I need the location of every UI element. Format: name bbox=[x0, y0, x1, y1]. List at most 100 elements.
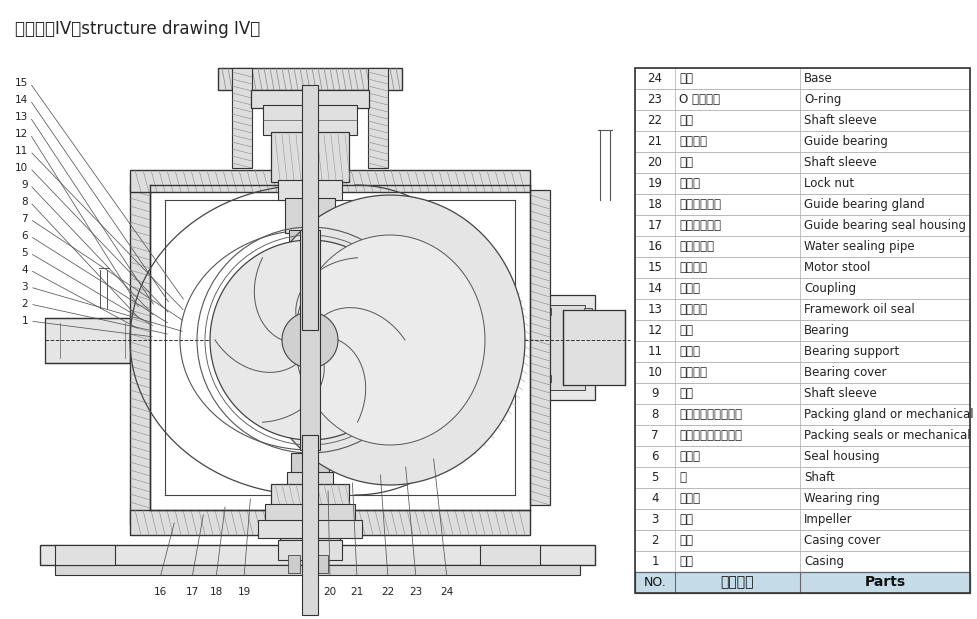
Polygon shape bbox=[255, 195, 525, 485]
Text: O-ring: O-ring bbox=[804, 93, 841, 106]
Bar bbox=[280, 518, 340, 543]
Text: Coupling: Coupling bbox=[804, 282, 856, 295]
Bar bbox=[130, 170, 530, 192]
Text: 3: 3 bbox=[21, 282, 28, 292]
Bar bbox=[40, 545, 595, 565]
Text: O 型密封圈: O 型密封圈 bbox=[679, 93, 720, 106]
Text: 导轴承密封体: 导轴承密封体 bbox=[679, 219, 721, 232]
Bar bbox=[635, 362, 970, 383]
Bar bbox=[635, 236, 970, 257]
Text: 圆螺母: 圆螺母 bbox=[679, 177, 700, 190]
Bar bbox=[368, 68, 388, 168]
Text: 零件名称: 零件名称 bbox=[721, 576, 754, 589]
Polygon shape bbox=[282, 312, 338, 368]
Bar bbox=[271, 484, 349, 506]
Bar bbox=[635, 68, 970, 89]
Text: 叶轮: 叶轮 bbox=[679, 513, 693, 526]
Bar bbox=[285, 198, 335, 233]
Bar bbox=[635, 530, 970, 551]
Text: 机械密封或填料密封: 机械密封或填料密封 bbox=[679, 429, 742, 442]
Bar bbox=[635, 383, 970, 404]
Text: NO.: NO. bbox=[644, 576, 666, 589]
Text: 20: 20 bbox=[648, 156, 662, 169]
Text: 21: 21 bbox=[351, 587, 363, 597]
Polygon shape bbox=[295, 235, 485, 445]
Text: Bearing cover: Bearing cover bbox=[804, 366, 886, 379]
Bar bbox=[543, 308, 551, 315]
Text: 轴套: 轴套 bbox=[679, 156, 693, 169]
Bar bbox=[540, 295, 595, 400]
Text: 16: 16 bbox=[648, 240, 662, 253]
Text: 轴承压盖: 轴承压盖 bbox=[679, 366, 707, 379]
Text: Casing: Casing bbox=[804, 555, 844, 568]
Bar bbox=[635, 131, 970, 152]
Text: 15: 15 bbox=[648, 261, 662, 274]
Text: Base: Base bbox=[804, 72, 832, 85]
Text: 2: 2 bbox=[652, 534, 658, 547]
Text: 1: 1 bbox=[21, 316, 28, 326]
Text: Impeller: Impeller bbox=[804, 513, 853, 526]
Text: 轴: 轴 bbox=[679, 471, 686, 484]
Text: 23: 23 bbox=[648, 93, 662, 106]
Text: 24: 24 bbox=[441, 587, 453, 597]
Text: 泵体: 泵体 bbox=[679, 555, 693, 568]
Bar bbox=[635, 341, 970, 362]
Bar bbox=[635, 152, 970, 173]
Text: 6: 6 bbox=[652, 450, 658, 463]
Bar bbox=[635, 215, 970, 236]
Bar bbox=[635, 89, 970, 110]
Bar bbox=[302, 85, 318, 330]
Polygon shape bbox=[210, 240, 410, 440]
Text: 电机支座: 电机支座 bbox=[679, 261, 707, 274]
Bar bbox=[530, 190, 550, 505]
Text: 10: 10 bbox=[15, 163, 28, 173]
Bar bbox=[278, 180, 342, 200]
Text: 底座: 底座 bbox=[679, 72, 693, 85]
Text: 22: 22 bbox=[381, 587, 395, 597]
Text: 轴承: 轴承 bbox=[679, 324, 693, 337]
Text: 12: 12 bbox=[15, 129, 28, 139]
Text: 密封体: 密封体 bbox=[679, 450, 700, 463]
Bar bbox=[287, 472, 333, 502]
Bar bbox=[55, 545, 115, 565]
Bar bbox=[635, 509, 970, 530]
Bar bbox=[288, 555, 300, 573]
Text: 3: 3 bbox=[652, 513, 658, 526]
Text: Shaft: Shaft bbox=[804, 471, 834, 484]
Bar bbox=[635, 257, 970, 278]
Bar bbox=[45, 318, 130, 363]
Bar bbox=[271, 132, 349, 182]
Bar bbox=[294, 298, 326, 316]
Text: Parts: Parts bbox=[865, 576, 906, 589]
Bar bbox=[302, 435, 318, 615]
Bar bbox=[635, 572, 970, 593]
Text: 19: 19 bbox=[648, 177, 662, 190]
Text: 骨架油封: 骨架油封 bbox=[679, 303, 707, 316]
Text: 19: 19 bbox=[237, 587, 251, 597]
Text: 8: 8 bbox=[652, 408, 658, 421]
Text: 轴承体: 轴承体 bbox=[679, 345, 700, 358]
Bar bbox=[635, 278, 970, 299]
Text: 17: 17 bbox=[648, 219, 662, 232]
Text: 4: 4 bbox=[21, 265, 28, 275]
Bar bbox=[635, 404, 970, 425]
Text: Guide bearing gland: Guide bearing gland bbox=[804, 198, 925, 211]
Bar bbox=[289, 314, 331, 334]
Bar bbox=[316, 555, 328, 573]
Text: 11: 11 bbox=[648, 345, 662, 358]
Text: 8: 8 bbox=[21, 197, 28, 207]
Text: 18: 18 bbox=[209, 587, 223, 597]
Bar bbox=[55, 565, 580, 575]
Text: Packing seals or mechanical: Packing seals or mechanical bbox=[804, 429, 970, 442]
Text: 13: 13 bbox=[15, 112, 28, 122]
Text: 水封管部件: 水封管部件 bbox=[679, 240, 714, 253]
Text: 9: 9 bbox=[21, 180, 28, 190]
Bar bbox=[635, 299, 970, 320]
Bar bbox=[543, 375, 551, 382]
Text: 机封压盖或填料压盖: 机封压盖或填料压盖 bbox=[679, 408, 742, 421]
Bar bbox=[265, 504, 355, 522]
Text: 14: 14 bbox=[15, 95, 28, 105]
Text: 11: 11 bbox=[15, 146, 28, 156]
Text: 23: 23 bbox=[409, 587, 423, 597]
Text: 14: 14 bbox=[648, 282, 662, 295]
